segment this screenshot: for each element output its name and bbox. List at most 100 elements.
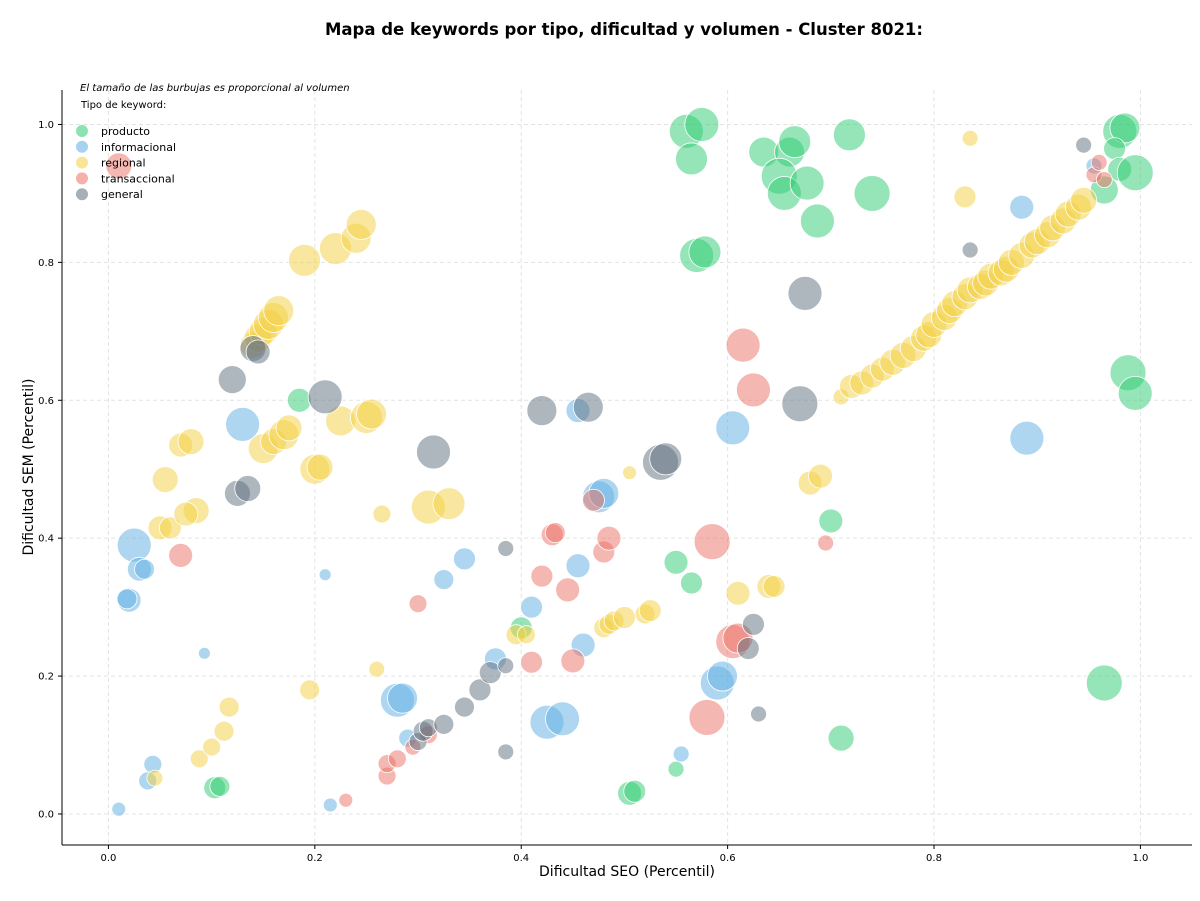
bubble-transaccional — [1095, 171, 1113, 189]
bubble-transaccional — [817, 534, 835, 552]
tick-marks: 0.0 0.2 0.4 0.6 0.8 1.0 0.0 0.2 0.4 0.6 0.8 1.0 — [38, 120, 1148, 864]
bubble-regional — [177, 428, 205, 456]
x-tick-label: 1.0 — [1132, 853, 1148, 864]
bubble-regional — [158, 516, 182, 540]
bubble-producto — [1103, 137, 1127, 161]
x-tick-label: 0.4 — [513, 853, 529, 864]
bubble-general — [234, 475, 262, 502]
bubble-informacional — [453, 547, 476, 571]
bubble-transaccional — [736, 372, 771, 408]
bubble-general — [245, 339, 271, 365]
bubble-regional — [961, 129, 979, 147]
bubble-layer — [105, 107, 1154, 817]
bubble-regional — [202, 737, 222, 757]
bubble-general — [742, 612, 765, 636]
bubble-regional — [613, 606, 636, 629]
bubble-general — [468, 678, 492, 702]
bubble-regional — [808, 463, 833, 489]
bubble-regional — [275, 414, 303, 442]
bubble-regional — [299, 679, 321, 701]
legend-marker-general — [76, 188, 88, 201]
bubble-transaccional — [688, 699, 726, 736]
y-tick-label: 0.4 — [38, 534, 54, 545]
bubble-producto — [1109, 112, 1141, 144]
bubble-general — [961, 241, 979, 259]
bubble-informacional — [116, 588, 138, 610]
legend-marker-informacional — [76, 140, 88, 153]
bubble-regional — [345, 209, 377, 240]
bubble-informacional — [387, 682, 418, 714]
bubble-informacional — [433, 569, 455, 590]
y-tick-label: 0.2 — [38, 672, 54, 683]
bubble-general — [217, 365, 247, 394]
x-tick-label: 0.2 — [307, 853, 323, 864]
legend-marker-regional — [76, 156, 88, 169]
bubble-informacional — [134, 558, 155, 580]
bubble-general — [497, 743, 515, 761]
bubble-general — [736, 637, 760, 660]
bubble-producto — [1117, 375, 1153, 411]
bubble-regional — [953, 185, 977, 209]
bubble-producto — [789, 165, 825, 201]
bubble-regional — [762, 575, 786, 598]
legend-label-producto: producto — [101, 125, 150, 138]
bubble-regional — [622, 465, 637, 481]
bubble-producto — [623, 779, 647, 803]
bubble-general — [1075, 136, 1093, 154]
bubble-general — [649, 442, 683, 476]
legend-marker-transaccional — [76, 172, 88, 185]
bubble-transaccional — [555, 577, 581, 603]
bubble-informacional — [198, 646, 211, 660]
bubble-producto — [680, 571, 703, 595]
bubble-transaccional — [560, 648, 586, 674]
bubble-producto — [688, 235, 722, 269]
y-tick-label: 0.8 — [38, 258, 54, 269]
bubble-producto — [675, 142, 708, 176]
bubble-informacional — [545, 701, 580, 737]
bubble-transaccional — [530, 564, 554, 588]
chart-title: Mapa de keywords por tipo, dificultad y … — [324, 20, 924, 39]
bubble-informacional — [225, 407, 260, 442]
bubble-transaccional — [408, 594, 428, 614]
bubble-regional — [218, 696, 240, 718]
bubble-transaccional — [582, 488, 605, 512]
bubble-regional — [638, 599, 662, 622]
x-axis-label: Dificultad SEO (Percentil) — [539, 864, 715, 880]
x-tick-label: 0.6 — [720, 853, 736, 864]
bubble-transaccional — [1090, 153, 1108, 171]
bubble-transaccional — [338, 792, 354, 808]
bubble-producto — [853, 175, 891, 212]
bubble-informacional — [707, 660, 738, 692]
legend-marker-producto — [76, 125, 88, 137]
bubble-transaccional — [544, 522, 566, 544]
bubble-informacional — [1009, 420, 1045, 456]
bubble-general — [750, 705, 767, 723]
bubble-producto — [1085, 664, 1123, 702]
bubble-transaccional — [168, 543, 194, 568]
bubble-general — [497, 657, 515, 675]
bubble-informacional — [116, 527, 152, 563]
bubble-producto — [209, 775, 231, 797]
bubble-general — [787, 276, 823, 311]
bubble-producto — [827, 724, 855, 752]
bubble-regional — [1070, 186, 1098, 214]
bubble-producto — [663, 549, 689, 575]
bubble-informacional — [520, 595, 543, 619]
bubble-regional — [372, 504, 392, 524]
bubble-producto — [684, 107, 720, 142]
bubble-transaccional — [693, 523, 731, 561]
y-tick-label: 0.0 — [38, 809, 54, 820]
axes — [61, 90, 1192, 846]
y-tick-label: 1.0 — [38, 120, 54, 131]
bubble-regional — [263, 295, 295, 327]
bubble-regional — [306, 453, 334, 481]
bubble-informacional — [322, 797, 338, 813]
bubble-producto — [1116, 154, 1154, 192]
bubble-informacional — [318, 568, 332, 582]
bubble-producto — [818, 508, 844, 534]
bubble-informacional — [111, 801, 127, 817]
bubble-transaccional — [105, 152, 133, 180]
x-tick-label: 0.8 — [926, 853, 942, 864]
x-tick-label: 0.0 — [100, 853, 116, 864]
